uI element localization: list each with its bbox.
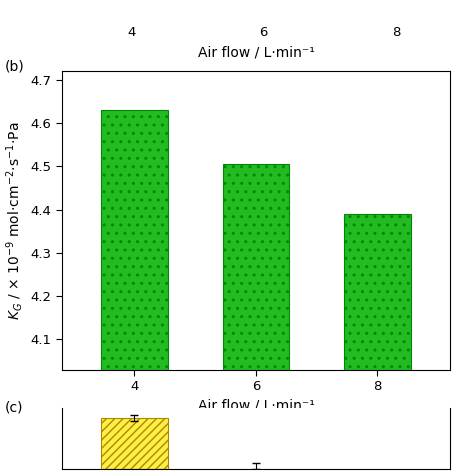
Text: 6: 6 [260,26,268,38]
Text: (b): (b) [5,59,25,73]
Text: (c): (c) [5,401,23,415]
Text: Air flow / L·min⁻¹: Air flow / L·min⁻¹ [198,46,314,60]
Bar [101,110,168,474]
Bar [344,214,411,474]
Bar [101,418,168,469]
Bar [223,164,289,474]
Text: 8: 8 [392,26,400,38]
X-axis label: Air flow / L·min⁻¹: Air flow / L·min⁻¹ [198,399,314,413]
Text: 4: 4 [128,26,136,38]
Y-axis label: $K_G$ / $\times$ 10$^{-9}$ mol·cm$^{-2}$·s$^{-1}$·Pa: $K_G$ / $\times$ 10$^{-9}$ mol·cm$^{-2}$… [4,121,25,319]
